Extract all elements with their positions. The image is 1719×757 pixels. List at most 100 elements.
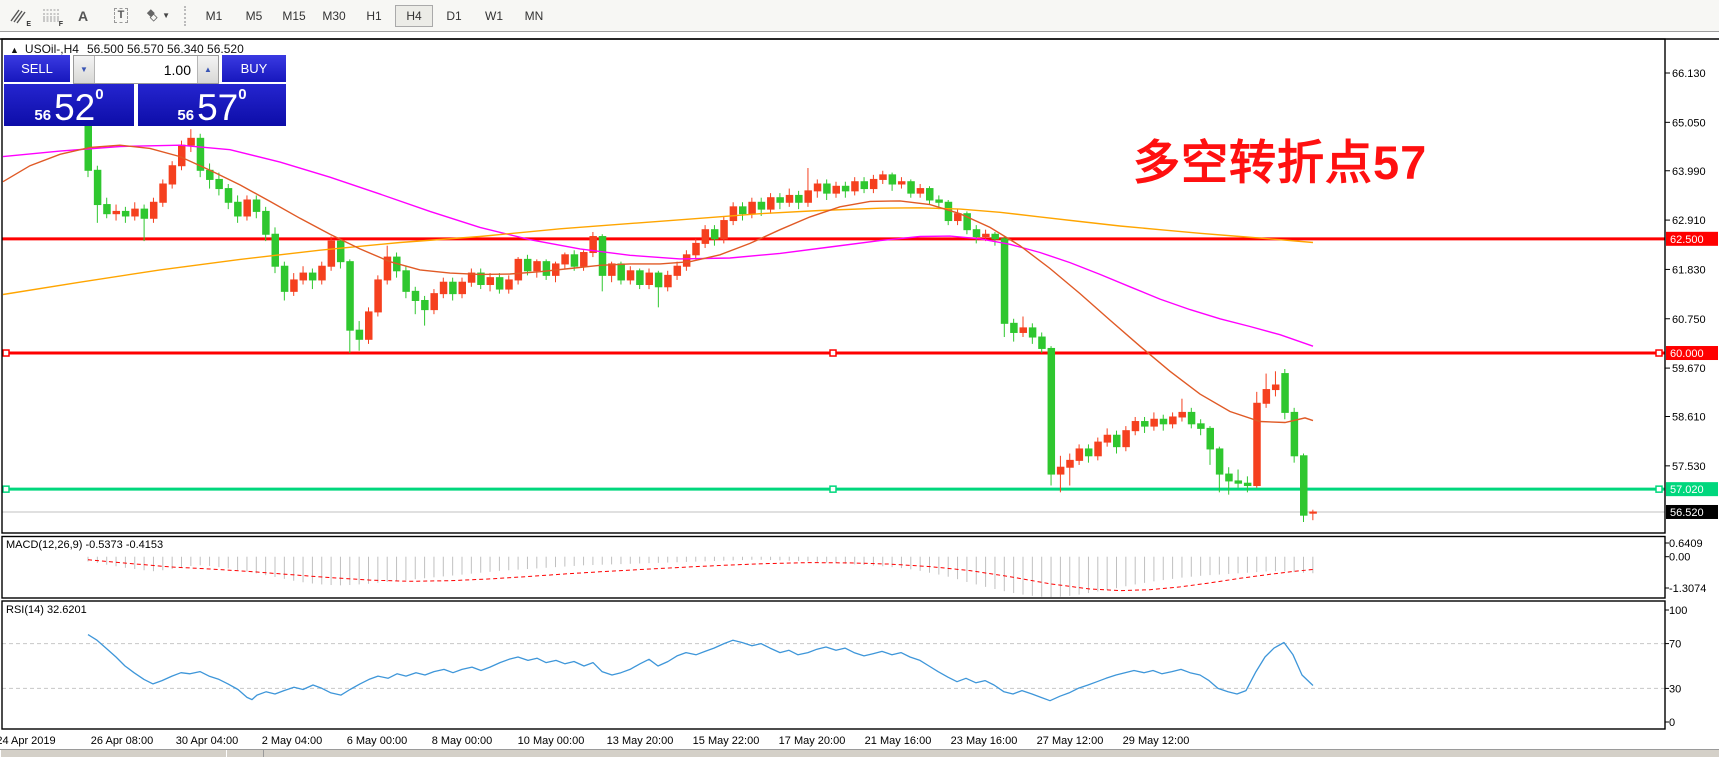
fibonacci-icon[interactable]: F: [38, 4, 64, 28]
rsi-tick-label: 0: [1669, 717, 1675, 729]
chart-annotation-text[interactable]: 多空转折点57: [1133, 136, 1428, 189]
candle-body: [841, 185, 850, 192]
candle-body: [580, 252, 588, 267]
candle-body: [178, 144, 186, 167]
date-tick-label: 26 Apr 08:00: [91, 735, 153, 747]
buy-price-quote[interactable]: 56 57 0: [138, 84, 286, 126]
candle-body: [982, 233, 990, 238]
candle-body: [692, 242, 700, 256]
candle-body: [1225, 473, 1233, 482]
line-handle[interactable]: [1655, 349, 1663, 357]
candle-body: [1056, 466, 1065, 475]
price-tick-label: 62.910: [1672, 215, 1706, 227]
candle-body: [458, 281, 466, 295]
candle-body: [271, 233, 279, 267]
candle-body: [851, 181, 859, 192]
rsi-tick-label: 70: [1669, 639, 1681, 651]
candle-body: [374, 279, 382, 313]
candle-body: [196, 137, 205, 171]
volume-decrease-button[interactable]: ▼: [74, 56, 95, 83]
panel-frame: [1, 535, 1666, 599]
candle-body: [1019, 327, 1027, 333]
timeframe-m5[interactable]: M5: [245, 8, 263, 23]
buy-button[interactable]: BUY: [222, 55, 286, 82]
volume-input[interactable]: [95, 56, 197, 83]
candle-body: [888, 174, 897, 185]
price-level-badge-label: 60.000: [1670, 348, 1704, 360]
timeframe-h1[interactable]: H1: [366, 8, 382, 23]
timeframe-mn[interactable]: MN: [524, 8, 544, 23]
crosshatch-study-icon[interactable]: E: [6, 4, 32, 28]
candle-body: [280, 265, 289, 292]
candle-body: [103, 204, 111, 215]
candle-body: [589, 236, 597, 254]
candle-body: [299, 272, 308, 281]
candle-body: [664, 274, 672, 288]
price-level-badge: [1666, 346, 1718, 361]
candle-body: [598, 236, 607, 276]
candle-body: [1262, 389, 1271, 404]
candle-body: [1281, 373, 1289, 413]
candle-body: [1300, 455, 1308, 516]
candle-body: [804, 190, 812, 203]
candle-body: [785, 194, 794, 203]
candle-body: [215, 178, 223, 190]
candle-body: [1113, 434, 1121, 448]
candle-body: [1084, 448, 1093, 457]
chart-title: ▲ USOil-,H4 56.500 56.570 56.340 56.520: [10, 42, 244, 56]
candle-body: [421, 299, 429, 311]
timeframe-m15[interactable]: M15: [282, 8, 306, 23]
candle-body: [739, 206, 747, 215]
macd-tick-label: -1.3074: [1669, 583, 1706, 595]
price-tick-label: 66.130: [1672, 68, 1706, 80]
date-tick-label: 29 May 12:00: [1123, 735, 1190, 747]
candle-body: [1197, 423, 1205, 429]
sell-button[interactable]: SELL: [4, 55, 70, 82]
candle-body: [813, 183, 822, 192]
toolbar-grip: [184, 5, 186, 26]
candle-body: [1187, 411, 1196, 425]
shapes-icon[interactable]: ▼: [144, 4, 170, 28]
sell-price-quote[interactable]: 56 52 0: [4, 84, 134, 126]
candle-body: [336, 240, 345, 263]
shapes-dropdown-icon[interactable]: ▼: [162, 11, 170, 20]
timeframe-m1[interactable]: M1: [205, 8, 223, 23]
price-level-badge: [1666, 482, 1718, 497]
candle-body: [542, 261, 551, 276]
ma-fast-red: [2, 144, 1314, 424]
candle-body: [149, 201, 158, 219]
text-icon[interactable]: A: [77, 7, 89, 24]
text-label-icon[interactable]: T: [108, 4, 134, 28]
candle-body: [832, 185, 840, 194]
price-tick-label: 63.990: [1672, 166, 1706, 178]
line-handle[interactable]: [2, 485, 10, 493]
line-handle[interactable]: [829, 485, 837, 493]
one-click-collapse-icon[interactable]: ▲: [10, 45, 19, 55]
candle-body: [467, 272, 476, 283]
candle-body: [234, 201, 242, 217]
candle-body: [486, 277, 495, 285]
timeframe-m30[interactable]: M30: [322, 8, 346, 23]
date-tick-label: 13 May 20:00: [607, 735, 674, 747]
volume-increase-button[interactable]: ▲: [197, 56, 218, 83]
line-handle[interactable]: [2, 349, 10, 357]
date-tick-label: 23 May 16:00: [951, 735, 1018, 747]
timeframe-d1[interactable]: D1: [446, 8, 462, 23]
line-handle[interactable]: [829, 349, 837, 357]
candle-body: [131, 208, 139, 217]
line-handle[interactable]: [1655, 485, 1663, 493]
timeframe-h4[interactable]: H4: [395, 4, 433, 27]
price-tick-label: 59.670: [1672, 363, 1706, 375]
candle-body: [355, 329, 364, 340]
candle-body: [430, 293, 438, 311]
price-tick-label: 65.050: [1672, 117, 1706, 129]
volume-spinner: ▼ ▲: [73, 55, 219, 84]
candle-body: [645, 272, 653, 285]
macd-label: MACD(12,26,9) -0.5373 -0.4153: [6, 539, 164, 551]
candle-body: [636, 270, 644, 285]
candle-body: [121, 210, 130, 217]
candle-body: [654, 272, 663, 288]
candle-body: [1028, 327, 1037, 338]
timeframe-w1[interactable]: W1: [485, 8, 503, 23]
